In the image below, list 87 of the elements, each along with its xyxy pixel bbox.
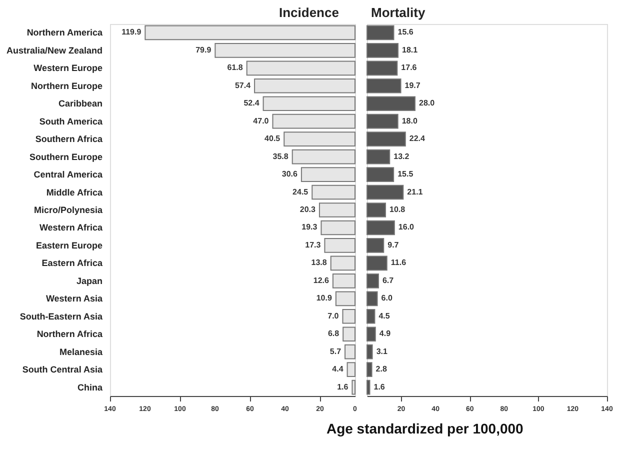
bar <box>366 274 379 288</box>
y-tick-label: Middle Africa <box>46 187 104 198</box>
chart-title: Incidence <box>278 5 339 20</box>
data-label: 13.8 <box>311 258 328 268</box>
y-tick-label: South America <box>39 116 104 126</box>
bar <box>366 308 376 324</box>
bar <box>366 362 372 377</box>
y-tick-label: Japan <box>76 276 102 286</box>
y-tick-label: Micro/Polynesia <box>34 205 104 215</box>
y-tick-label: Eastern Europe <box>36 240 102 250</box>
data-label: 28.0 <box>419 98 436 108</box>
data-label: 16.0 <box>398 222 415 232</box>
bar <box>366 184 404 200</box>
data-label: 35.8 <box>272 152 289 161</box>
data-label: 1.6 <box>374 382 386 392</box>
data-label: 57.4 <box>234 80 252 90</box>
y-tick-label: Southern Africa <box>35 134 104 144</box>
data-label: 6.0 <box>381 294 393 303</box>
bar <box>366 96 416 112</box>
bar <box>366 220 395 236</box>
data-label: 30.6 <box>282 170 298 179</box>
data-label: 79.9 <box>196 45 212 54</box>
data-label: 22.4 <box>409 134 426 144</box>
data-label: 10.9 <box>316 294 332 303</box>
data-label: 18.0 <box>402 116 418 126</box>
data-label: 18.1 <box>402 45 418 54</box>
data-label: 119.9 <box>122 28 142 37</box>
y-tick-label: Southern Europe <box>29 152 102 162</box>
y-tick-label: Western Africa <box>39 222 104 233</box>
data-label: 40.5 <box>264 134 281 144</box>
data-label: 21.1 <box>407 187 424 196</box>
y-tick-label: Central America <box>34 170 104 180</box>
bar <box>366 344 373 360</box>
bar <box>366 326 376 342</box>
data-label: 15.5 <box>398 170 414 179</box>
bar <box>366 132 406 146</box>
bar <box>366 167 394 182</box>
y-tick-label: Melanesia <box>59 346 104 357</box>
data-label: 17.3 <box>305 240 322 250</box>
y-tick-label: Western Europe <box>34 63 102 74</box>
data-label: 15.6 <box>398 28 414 37</box>
y-tick-label: Australia/New Zealand <box>6 45 102 56</box>
y-tick-label: Northern Africa <box>36 329 104 340</box>
bar <box>366 202 386 218</box>
data-label: 12.6 <box>313 276 330 285</box>
bar <box>366 43 399 58</box>
bar <box>366 291 378 306</box>
bar <box>366 25 394 40</box>
data-label: 6.7 <box>382 276 394 285</box>
bar <box>366 238 384 253</box>
y-tick-label: South Central Asia <box>22 364 104 375</box>
data-label: 4.4 <box>332 364 344 374</box>
bar <box>366 78 402 94</box>
data-label: 9.7 <box>388 240 400 250</box>
y-tick-label: China <box>77 382 104 392</box>
data-label: 52.4 <box>244 98 260 108</box>
data-label: 4.9 <box>379 329 392 338</box>
chart-title: Mortality <box>371 5 426 20</box>
data-label: 4.5 <box>378 311 390 320</box>
data-label: 6.8 <box>328 329 340 338</box>
data-label: 47.0 <box>253 116 270 126</box>
y-tick-label: Northern America <box>26 28 104 38</box>
y-tick-label: Northern Europe <box>30 80 102 91</box>
y-tick-label: Western Asia <box>46 294 104 304</box>
data-label: 5.7 <box>330 346 342 356</box>
bar <box>366 256 388 271</box>
x-axis-title: Age standardized per 100,000 <box>326 420 524 436</box>
bar <box>366 114 398 129</box>
data-label: 17.6 <box>401 63 418 72</box>
data-label: 61.8 <box>227 63 244 72</box>
data-label: 19.3 <box>302 222 318 232</box>
data-label: 13.2 <box>394 152 410 161</box>
data-label: 1.6 <box>337 382 349 392</box>
data-label: 2.8 <box>376 364 388 374</box>
data-label: 3.1 <box>376 346 388 356</box>
bar <box>366 149 390 164</box>
bar <box>366 60 398 76</box>
data-label: 7.0 <box>328 311 340 320</box>
data-label: 20.3 <box>300 205 316 214</box>
y-tick-label: Caribbean <box>58 98 102 109</box>
data-label: 24.5 <box>292 187 309 196</box>
y-tick-label: South-Eastern Asia <box>20 311 104 322</box>
data-label: 11.6 <box>390 258 407 268</box>
bar <box>366 380 370 395</box>
y-tick-label: Eastern Africa <box>42 258 104 268</box>
data-label: 19.7 <box>404 80 421 90</box>
data-label: 10.8 <box>390 205 406 214</box>
